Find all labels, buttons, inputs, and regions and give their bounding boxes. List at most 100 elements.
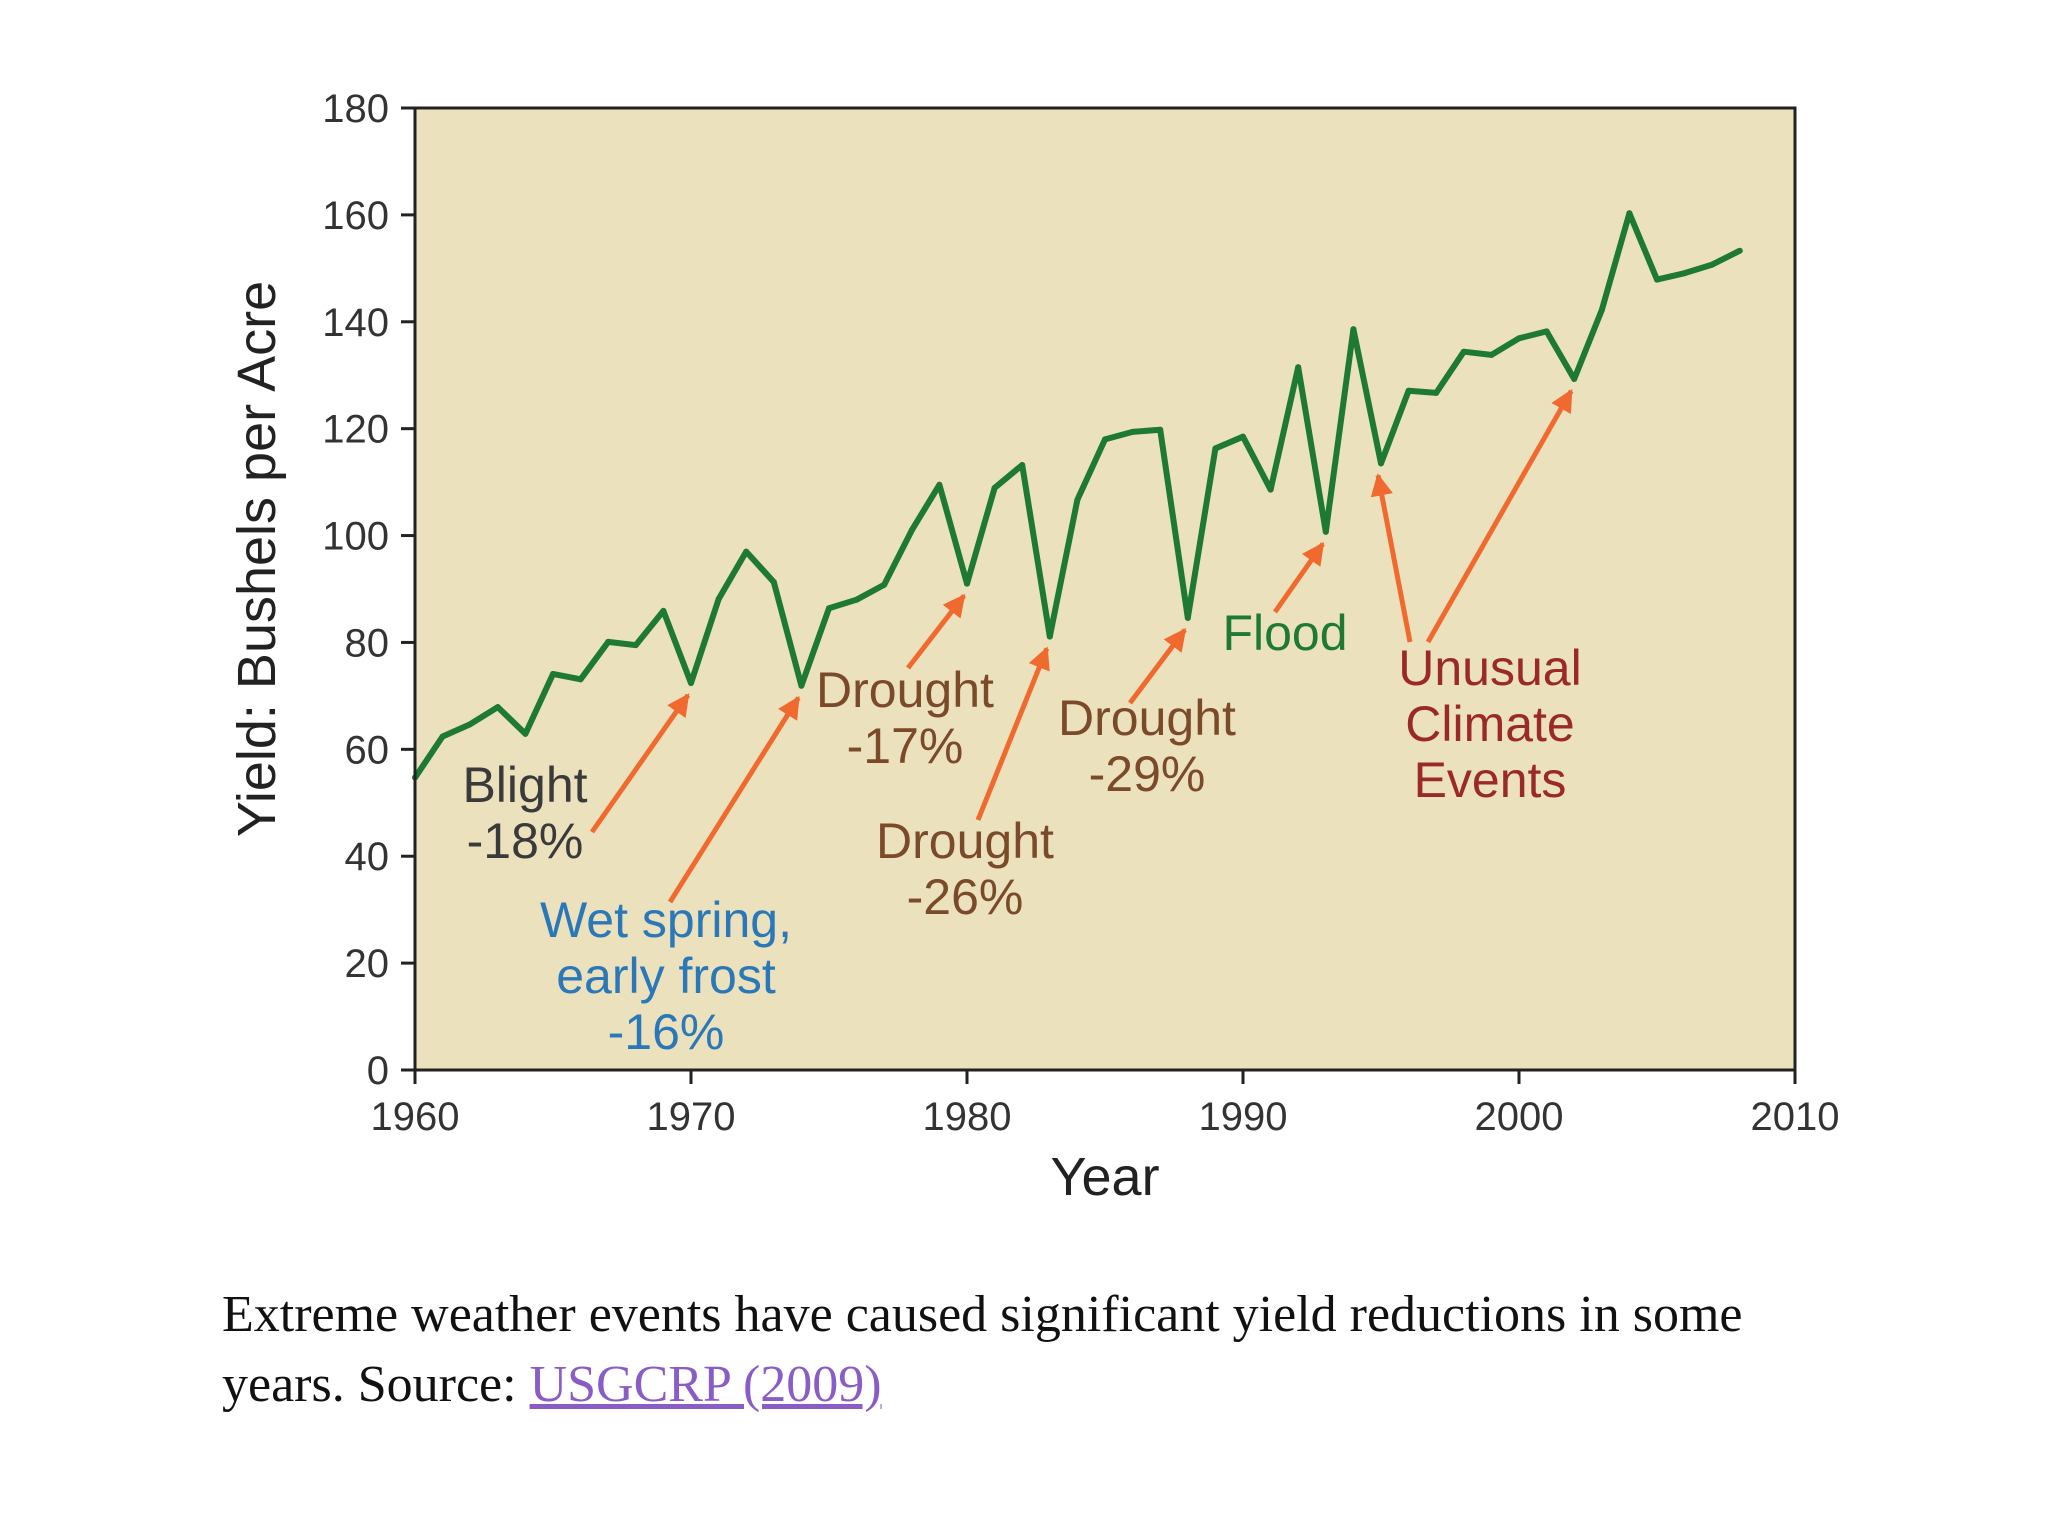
data-point bbox=[1295, 364, 1302, 371]
annotation-arrow bbox=[975, 646, 1050, 821]
data-point bbox=[1267, 486, 1274, 493]
annotation-line: -29% bbox=[1089, 746, 1206, 802]
data-point bbox=[1240, 433, 1246, 440]
data-point bbox=[743, 548, 750, 555]
data-point bbox=[688, 680, 694, 687]
data-point bbox=[1350, 326, 1357, 333]
annotation-label: Unusual Climate Events bbox=[1398, 640, 1581, 808]
annotation-label: Blight -18% bbox=[462, 757, 587, 869]
data-point bbox=[881, 581, 888, 588]
x-axis-ticks: 1960 1970 1980 1990 2000 2010 bbox=[371, 1070, 1840, 1139]
data-point bbox=[1736, 247, 1743, 254]
caption-text: Extreme weather events have caused signi… bbox=[222, 1286, 1743, 1413]
annotation-label: Drought -29% bbox=[1058, 690, 1236, 802]
data-point bbox=[1378, 460, 1384, 467]
annotation-line: Wet spring, bbox=[540, 892, 792, 948]
annotation-arrows bbox=[589, 389, 1574, 904]
annotation-line: Events bbox=[1414, 752, 1567, 808]
data-point bbox=[1460, 348, 1467, 355]
data-point bbox=[1626, 210, 1633, 217]
data-point bbox=[1212, 445, 1219, 452]
y-tick-label: 60 bbox=[345, 728, 390, 772]
annotation-line: early frost bbox=[556, 948, 776, 1004]
annotation-labels: Blight -18% Wet spring, early frost -16% Drou… bbox=[462, 605, 1581, 1060]
data-point bbox=[936, 481, 943, 488]
annotation-line: Drought bbox=[1058, 690, 1236, 746]
data-point bbox=[1322, 528, 1329, 535]
data-point bbox=[1543, 328, 1550, 335]
annotation-line: Climate bbox=[1405, 696, 1574, 752]
x-tick-label: 2010 bbox=[1751, 1095, 1840, 1139]
data-point bbox=[1102, 436, 1108, 443]
y-tick-label: 180 bbox=[322, 87, 389, 131]
annotation-arrow bbox=[589, 693, 691, 834]
data-point bbox=[1516, 335, 1522, 342]
y-tick-label: 80 bbox=[345, 621, 390, 665]
plot-area bbox=[415, 108, 1795, 1070]
annotation-arrow bbox=[667, 695, 801, 904]
x-tick-label: 1980 bbox=[923, 1095, 1012, 1139]
data-point bbox=[1405, 387, 1412, 394]
data-point bbox=[1433, 389, 1440, 396]
annotation-line: Blight bbox=[462, 757, 587, 813]
data-point bbox=[577, 676, 584, 683]
data-point bbox=[439, 733, 446, 740]
data-point bbox=[853, 596, 860, 603]
data-point bbox=[605, 638, 612, 645]
annotation-line: -26% bbox=[907, 869, 1024, 925]
data-point bbox=[1019, 462, 1026, 469]
annotation-arrow bbox=[1127, 628, 1187, 705]
y-tick-label: 120 bbox=[322, 408, 389, 452]
annotation-arrow bbox=[1370, 473, 1413, 643]
data-point bbox=[798, 682, 805, 689]
annotation-label: Drought -17% bbox=[816, 662, 994, 774]
data-point bbox=[1488, 351, 1495, 358]
annotation-arrow bbox=[1425, 389, 1574, 644]
data-point bbox=[1046, 633, 1053, 640]
data-point bbox=[550, 670, 556, 677]
data-point bbox=[1157, 426, 1164, 433]
data-point bbox=[715, 596, 722, 603]
y-tick-label: 40 bbox=[345, 835, 390, 879]
data-point bbox=[1074, 496, 1081, 503]
annotation-line: Flood bbox=[1222, 605, 1347, 661]
data-point bbox=[1184, 614, 1191, 621]
plot-border bbox=[413, 106, 1797, 1072]
y-tick-label: 140 bbox=[322, 301, 389, 345]
figure-caption: Extreme weather events have caused signi… bbox=[222, 1280, 1872, 1420]
annotation-line: Drought bbox=[876, 813, 1054, 869]
data-point bbox=[494, 704, 501, 711]
source-link[interactable]: USGCRP (2009) bbox=[529, 1356, 882, 1413]
annotation-line: -16% bbox=[608, 1004, 725, 1060]
data-point bbox=[1598, 307, 1605, 314]
annotation-line: Drought bbox=[816, 662, 994, 718]
annotation-arrow bbox=[906, 593, 966, 670]
x-tick-label: 2000 bbox=[1475, 1095, 1564, 1139]
annotation-line: -17% bbox=[847, 718, 964, 774]
y-axis-ticks: 0 20 40 60 80 100 120 140 160 180 bbox=[322, 87, 415, 1093]
data-point bbox=[660, 607, 667, 614]
y-tick-label: 160 bbox=[322, 194, 389, 238]
x-axis-title: Year bbox=[1050, 1147, 1159, 1207]
annotation-line: Unusual bbox=[1398, 640, 1581, 696]
data-point bbox=[1129, 428, 1136, 435]
data-point bbox=[1681, 270, 1688, 277]
data-point bbox=[1654, 276, 1660, 283]
y-tick-label: 100 bbox=[322, 515, 389, 559]
y-tick-label: 0 bbox=[367, 1049, 389, 1093]
x-tick-label: 1960 bbox=[371, 1095, 460, 1139]
data-point bbox=[991, 484, 998, 491]
data-point bbox=[770, 579, 777, 586]
x-tick-label: 1970 bbox=[647, 1095, 736, 1139]
annotation-label: Drought -26% bbox=[876, 813, 1054, 925]
data-point bbox=[964, 580, 970, 587]
data-point bbox=[826, 605, 832, 612]
data-point bbox=[908, 527, 915, 534]
corn-yield-chart: 0 20 40 60 80 100 120 140 160 180 1960 1970 1980 199… bbox=[227, 87, 1840, 1207]
x-tick-label: 1990 bbox=[1199, 1095, 1288, 1139]
data-point bbox=[467, 721, 474, 728]
data-point bbox=[522, 730, 529, 737]
data-point bbox=[1571, 375, 1578, 382]
annotation-line: -18% bbox=[467, 813, 584, 869]
annotation-label: Wet spring, early frost -16% bbox=[540, 892, 792, 1060]
